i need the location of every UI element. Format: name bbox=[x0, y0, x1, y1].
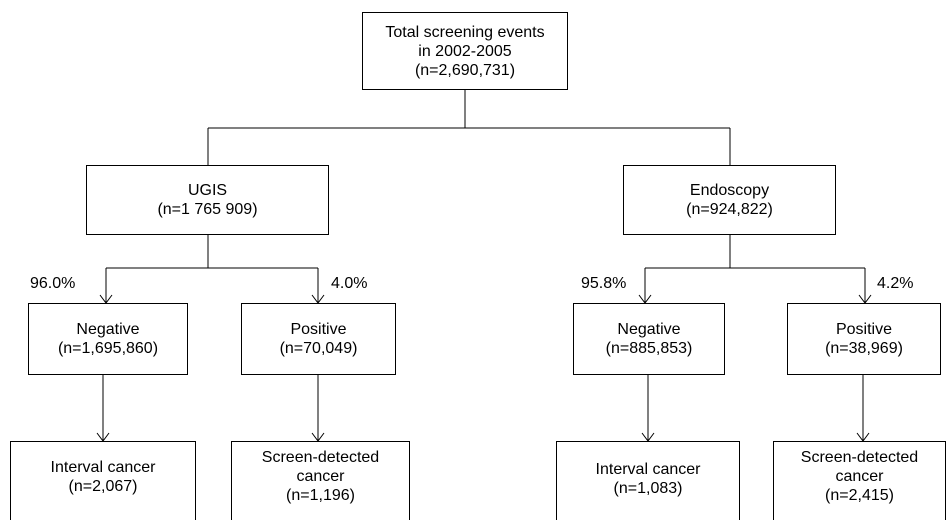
endoscopy-screen-detected-box: Screen-detected cancer (n=2,415) bbox=[773, 441, 946, 520]
ugis-interval-cancer-box: Interval cancer (n=2,067) bbox=[10, 441, 196, 520]
ugis-box: UGIS (n=1 765 909) bbox=[86, 165, 329, 235]
root-line-1: Total screening events bbox=[385, 23, 545, 41]
endoscopy-count: (n=924,822) bbox=[686, 201, 773, 218]
ugis-screen-detected-label-1: Screen-detected bbox=[261, 449, 380, 466]
ugis-negative-pct: 96.0% bbox=[30, 275, 76, 292]
endoscopy-screen-detected-count: (n=2,415) bbox=[825, 487, 894, 504]
ugis-positive-box: Positive (n=70,049) bbox=[241, 303, 396, 375]
ugis-positive-title: Positive bbox=[290, 321, 347, 338]
endoscopy-negative-count: (n=885,853) bbox=[605, 340, 693, 357]
ugis-screen-detected-label-2: cancer bbox=[296, 468, 345, 485]
ugis-interval-cancer-label: Interval cancer bbox=[50, 459, 156, 476]
ugis-title: UGIS bbox=[187, 182, 228, 199]
root-box: Total screening events in 2002-2005 (n=2… bbox=[362, 12, 568, 90]
endoscopy-negative-title: Negative bbox=[617, 321, 681, 338]
ugis-negative-box: Negative (n=1,695,860) bbox=[28, 303, 188, 375]
ugis-interval-cancer-count: (n=2,067) bbox=[68, 478, 138, 495]
endoscopy-positive-title: Positive bbox=[835, 321, 893, 338]
ugis-count: (n=1 765 909) bbox=[157, 201, 258, 218]
ugis-screen-detected-count: (n=1,196) bbox=[286, 487, 355, 504]
endoscopy-interval-cancer-box: Interval cancer (n=1,083) bbox=[556, 441, 740, 520]
endoscopy-positive-box: Positive (n=38,969) bbox=[787, 303, 941, 375]
endoscopy-screen-detected-label-1: Screen-detected bbox=[800, 449, 919, 466]
root-line-2: in 2002-2005 bbox=[418, 42, 512, 60]
ugis-negative-title: Negative bbox=[76, 321, 140, 338]
endoscopy-positive-count: (n=38,969) bbox=[825, 340, 903, 357]
root-line-3: (n=2,690,731) bbox=[414, 61, 516, 79]
endoscopy-negative-pct: 95.8% bbox=[581, 275, 627, 292]
ugis-positive-count: (n=70,049) bbox=[279, 340, 358, 357]
endoscopy-interval-cancer-count: (n=1,083) bbox=[613, 480, 683, 497]
endoscopy-screen-detected-label-2: cancer bbox=[835, 468, 884, 485]
ugis-screen-detected-box: Screen-detected cancer (n=1,196) bbox=[231, 441, 410, 520]
ugis-positive-pct: 4.0% bbox=[331, 275, 368, 292]
endoscopy-interval-cancer-label: Interval cancer bbox=[595, 461, 701, 478]
endoscopy-title: Endoscopy bbox=[689, 182, 770, 199]
endoscopy-negative-box: Negative (n=885,853) bbox=[573, 303, 725, 375]
ugis-negative-count: (n=1,695,860) bbox=[57, 340, 159, 357]
endoscopy-box: Endoscopy (n=924,822) bbox=[623, 165, 836, 235]
endoscopy-positive-pct: 4.2% bbox=[877, 275, 914, 292]
